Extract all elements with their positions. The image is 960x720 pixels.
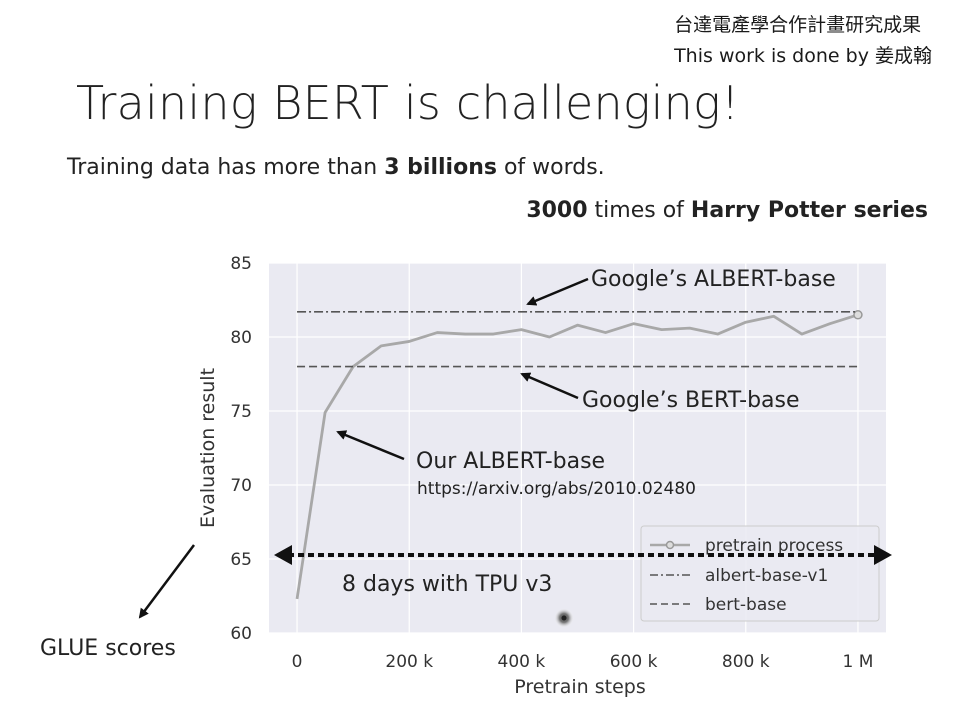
annotation-arrow-our	[336, 430, 405, 461]
slide-subtitle-2: 3000 times of Harry Potter series	[526, 198, 928, 223]
y-tick-label: 60	[230, 624, 252, 644]
credit-line-1: 台達電產學合作計畫研究成果	[674, 14, 922, 36]
credit-prefix: This work is done by	[674, 45, 875, 67]
legend-marker-pretrain	[665, 540, 675, 550]
y-tick-label: 85	[230, 254, 252, 274]
series-line-pretrain	[295, 313, 859, 600]
x-tick-label: 200 k	[385, 652, 433, 672]
legend-label-bert: bert-base	[705, 595, 787, 615]
credit-author: 姜成翰	[874, 45, 932, 67]
x-tick-label: 1 M	[843, 652, 874, 672]
series-group	[295, 310, 863, 600]
y-tick-label: 80	[230, 328, 252, 348]
x-tick-label: 0	[292, 652, 303, 672]
annotation-our-albert: Our ALBERT-base	[416, 449, 605, 474]
tpu-arrow-right-head	[874, 545, 892, 565]
y-tick-label: 75	[230, 402, 252, 422]
x-tick-label: 800 k	[722, 652, 770, 672]
credit-block: 台達電產學合作計畫研究成果 This work is done by 姜成翰	[674, 10, 932, 72]
subtitle2-bold-number: 3000	[526, 198, 588, 223]
annotation-tpu: 8 days with TPU v3	[342, 572, 552, 597]
slide-subtitle: Training data has more than 3 billions o…	[67, 155, 605, 180]
tick-labels: 60 65 70 75 80 85 0 200 k 400 k 600 k 800 k 1 M	[230, 254, 873, 672]
subtitle2-mid: times of	[587, 198, 691, 223]
tpu-arrow-left-head	[274, 545, 292, 565]
legend-label-albert: albert-base-v1	[705, 566, 828, 586]
annotation-arrow-glue	[138, 544, 195, 619]
subtitle2-bold-series: Harry Potter series	[690, 198, 928, 223]
x-tick-label: 600 k	[610, 652, 658, 672]
annotation-google-albert: Google’s ALBERT-base	[591, 267, 836, 292]
annotation-google-bert: Google’s BERT-base	[582, 388, 800, 413]
y-tick-label: 65	[230, 550, 252, 570]
annotation-glue: GLUE scores	[40, 636, 176, 661]
slide-title: Training BERT is challenging!	[76, 76, 740, 130]
cursor-dot-center	[561, 615, 567, 621]
credit-line-2: This work is done by 姜成翰	[674, 41, 932, 72]
x-axis-label: Pretrain steps	[514, 676, 645, 698]
annotation-arrow-bert	[520, 372, 579, 400]
annotation-arrow-albert	[526, 277, 589, 306]
x-tick-label: 400 k	[498, 652, 546, 672]
subtitle-post: of words.	[496, 155, 605, 180]
legend: pretrain process albert-base-v1 bert-bas…	[640, 525, 880, 622]
subtitle-bold: 3 billions	[384, 155, 497, 180]
y-axis-label: Evaluation result	[197, 368, 219, 528]
annotation-arxiv-url: https://arxiv.org/abs/2010.02480	[417, 479, 696, 499]
legend-box	[640, 525, 880, 622]
series-end-marker	[853, 310, 863, 320]
y-tick-label: 70	[230, 476, 252, 496]
legend-label-pretrain: pretrain process	[705, 536, 843, 556]
subtitle-pre: Training data has more than	[67, 155, 385, 180]
